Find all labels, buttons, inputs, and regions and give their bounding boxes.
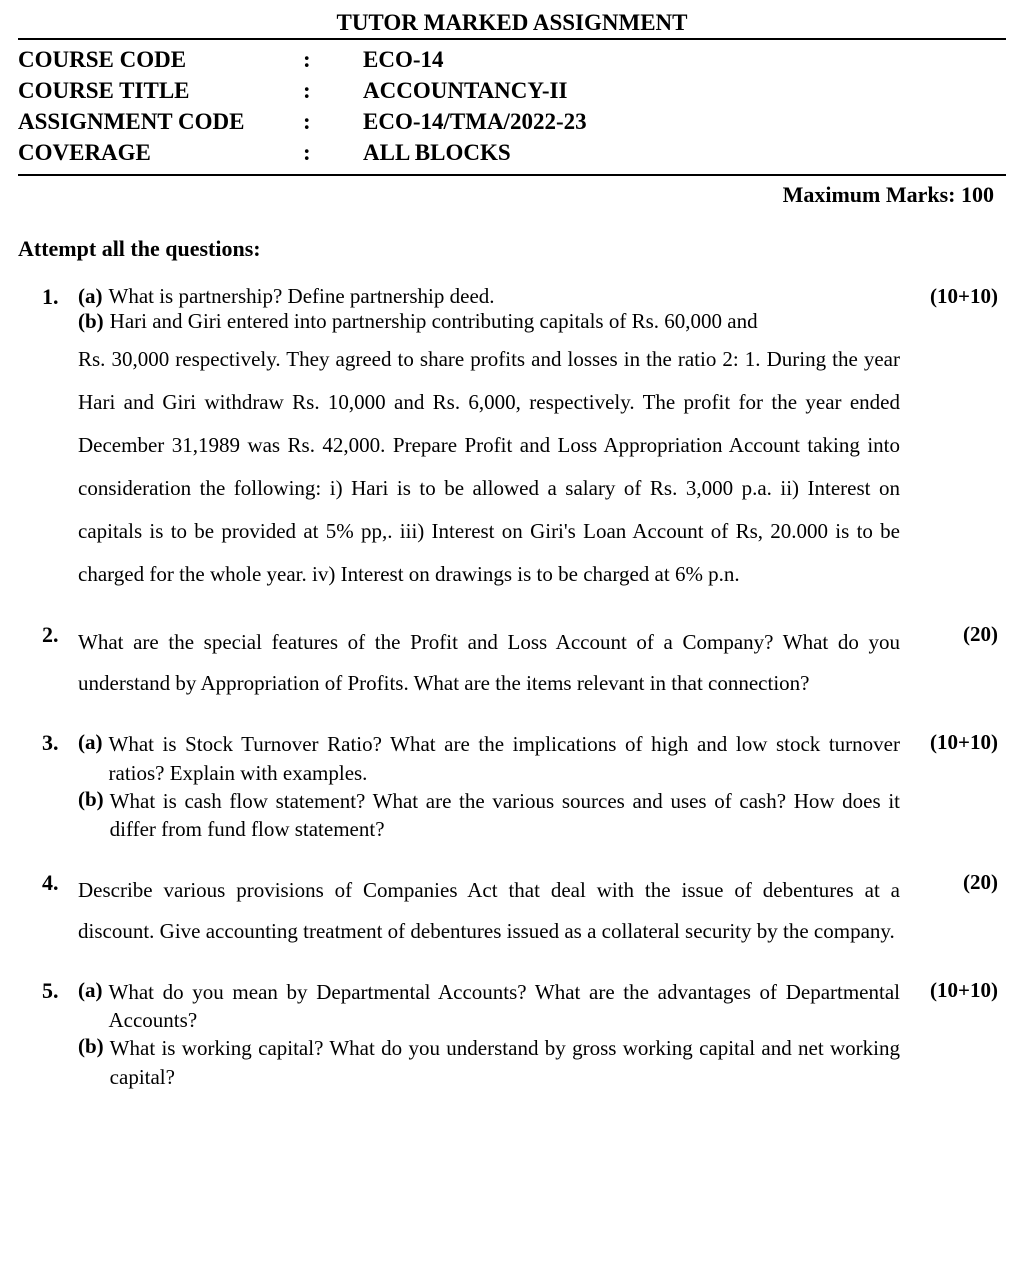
questions: 1. (a) What is partnership? Define partn…: [18, 284, 1006, 1091]
part-label: (a): [78, 284, 109, 309]
part-text: What is working capital? What do you und…: [110, 1034, 900, 1091]
meta-label: ASSIGNMENT CODE: [18, 106, 303, 137]
meta-row-course-title: COURSE TITLE : ACCOUNTANCY-II: [18, 75, 1006, 106]
question-number: 2.: [24, 622, 78, 648]
question-marks: (20): [900, 870, 1000, 895]
meta-label: COVERAGE: [18, 137, 303, 168]
question-part-b: (b) Hari and Giri entered into partnersh…: [78, 309, 900, 334]
meta-row-assignment-code: ASSIGNMENT CODE : ECO-14/TMA/2022-23: [18, 106, 1006, 137]
question-marks: (10+10): [900, 284, 1000, 309]
meta-value: ALL BLOCKS: [363, 137, 1006, 168]
meta-colon: :: [303, 106, 363, 137]
question-number: 3.: [24, 730, 78, 756]
meta-value: ACCOUNTANCY-II: [363, 75, 1006, 106]
part-label: (b): [78, 309, 110, 334]
question-part-a: (a) What do you mean by Departmental Acc…: [78, 978, 900, 1035]
page-title: TUTOR MARKED ASSIGNMENT: [18, 10, 1006, 40]
question-number: 5.: [24, 978, 78, 1004]
part-label: (b): [78, 787, 110, 844]
question-marks: (10+10): [900, 978, 1000, 1003]
meta-block: COURSE CODE : ECO-14 COURSE TITLE : ACCO…: [18, 40, 1006, 176]
part-label: (a): [78, 978, 109, 1035]
question-3: 3. (a) What is Stock Turnover Ratio? Wha…: [24, 730, 1000, 843]
question-marks: (10+10): [900, 730, 1000, 755]
question-body: (a) What is Stock Turnover Ratio? What a…: [78, 730, 900, 843]
part-label: (b): [78, 1034, 110, 1091]
meta-row-coverage: COVERAGE : ALL BLOCKS: [18, 137, 1006, 168]
part-label: (a): [78, 730, 109, 787]
meta-value: ECO-14: [363, 44, 1006, 75]
instruction: Attempt all the questions:: [18, 236, 1006, 262]
part-text: What is partnership? Define partnership …: [109, 284, 901, 309]
meta-label: COURSE CODE: [18, 44, 303, 75]
meta-row-course-code: COURSE CODE : ECO-14: [18, 44, 1006, 75]
part-text-lead: Hari and Giri entered into partnership c…: [110, 309, 758, 333]
part-text: What is Stock Turnover Ratio? What are t…: [109, 730, 901, 787]
question-part-b: (b) What is working capital? What do you…: [78, 1034, 900, 1091]
question-body: Describe various provisions of Companies…: [78, 870, 900, 952]
meta-colon: :: [303, 44, 363, 75]
question-marks: (20): [900, 622, 1000, 647]
part-text-continuation: Rs. 30,000 respectively. They agreed to …: [78, 334, 900, 596]
question-2: 2. What are the special features of the …: [24, 622, 1000, 704]
meta-value: ECO-14/TMA/2022-23: [363, 106, 1006, 137]
question-4: 4. Describe various provisions of Compan…: [24, 870, 1000, 952]
part-text: Hari and Giri entered into partnership c…: [110, 309, 900, 334]
meta-colon: :: [303, 137, 363, 168]
meta-colon: :: [303, 75, 363, 106]
meta-label: COURSE TITLE: [18, 75, 303, 106]
question-5: 5. (a) What do you mean by Departmental …: [24, 978, 1000, 1091]
question-part-b: (b) What is cash flow statement? What ar…: [78, 787, 900, 844]
question-part-a: (a) What is Stock Turnover Ratio? What a…: [78, 730, 900, 787]
question-body: What are the special features of the Pro…: [78, 622, 900, 704]
question-body: (a) What do you mean by Departmental Acc…: [78, 978, 900, 1091]
question-part-a: (a) What is partnership? Define partners…: [78, 284, 900, 309]
question-number: 4.: [24, 870, 78, 896]
question-body: (a) What is partnership? Define partners…: [78, 284, 900, 596]
max-marks: Maximum Marks: 100: [18, 176, 1006, 208]
question-1: 1. (a) What is partnership? Define partn…: [24, 284, 1000, 596]
part-text: What is cash flow statement? What are th…: [110, 787, 900, 844]
question-number: 1.: [24, 284, 78, 310]
part-text: What do you mean by Departmental Account…: [109, 978, 901, 1035]
